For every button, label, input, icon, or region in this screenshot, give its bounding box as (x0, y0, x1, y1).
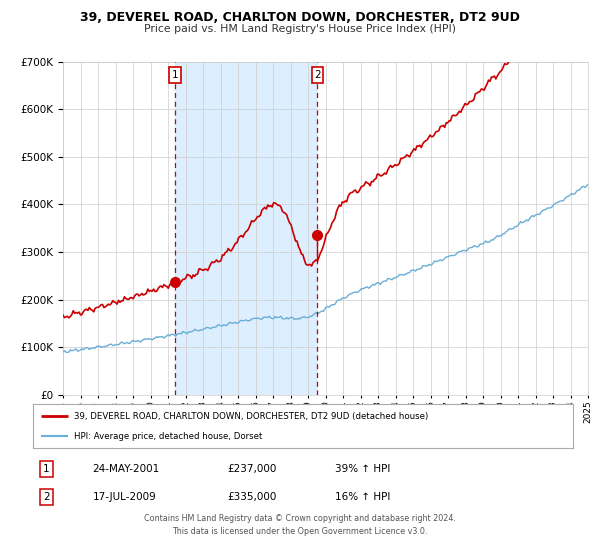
Text: 16% ↑ HPI: 16% ↑ HPI (335, 492, 391, 502)
Text: 39, DEVEREL ROAD, CHARLTON DOWN, DORCHESTER, DT2 9UD: 39, DEVEREL ROAD, CHARLTON DOWN, DORCHES… (80, 11, 520, 24)
Text: £335,000: £335,000 (227, 492, 277, 502)
Text: HPI: Average price, detached house, Dorset: HPI: Average price, detached house, Dors… (74, 432, 262, 441)
Text: 2: 2 (314, 70, 321, 80)
Text: 17-JUL-2009: 17-JUL-2009 (92, 492, 156, 502)
Text: Contains HM Land Registry data © Crown copyright and database right 2024.
This d: Contains HM Land Registry data © Crown c… (144, 514, 456, 535)
Text: 1: 1 (172, 70, 178, 80)
Text: 39% ↑ HPI: 39% ↑ HPI (335, 464, 391, 474)
Text: 39, DEVEREL ROAD, CHARLTON DOWN, DORCHESTER, DT2 9UD (detached house): 39, DEVEREL ROAD, CHARLTON DOWN, DORCHES… (74, 412, 428, 421)
Text: 24-MAY-2001: 24-MAY-2001 (92, 464, 160, 474)
Text: £237,000: £237,000 (227, 464, 277, 474)
Bar (175, 62, 317, 395)
Text: 2: 2 (43, 492, 50, 502)
Text: 1: 1 (43, 464, 50, 474)
Text: Price paid vs. HM Land Registry's House Price Index (HPI): Price paid vs. HM Land Registry's House … (144, 24, 456, 34)
